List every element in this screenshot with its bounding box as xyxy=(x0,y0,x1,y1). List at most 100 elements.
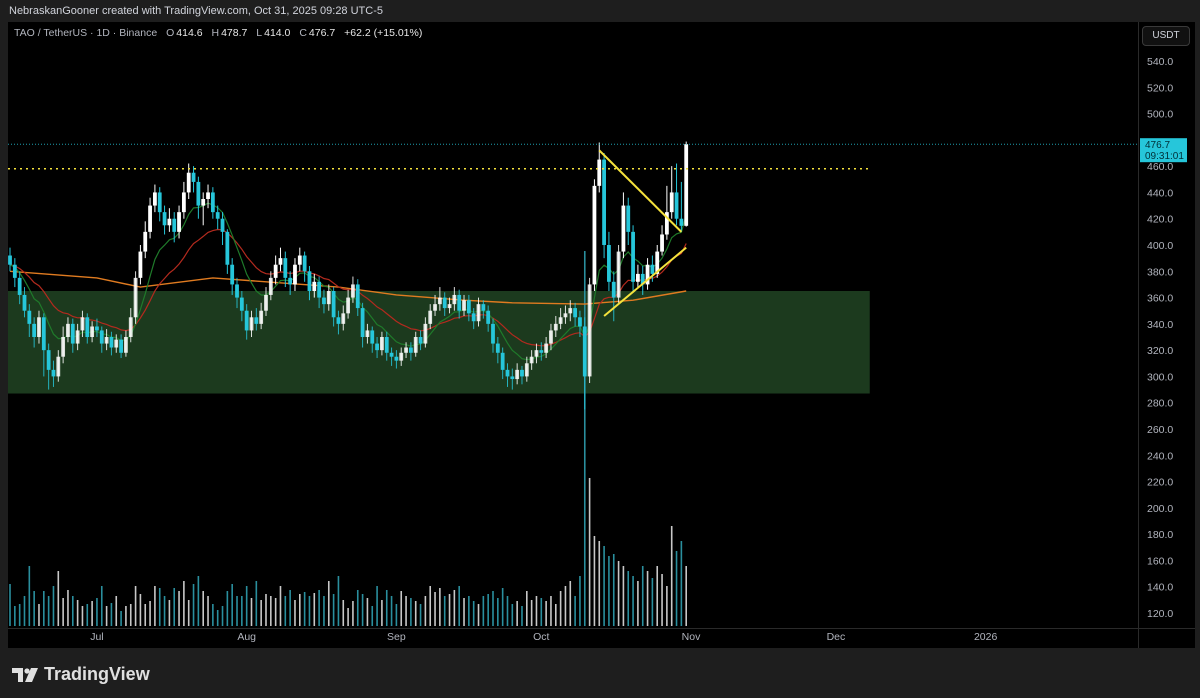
volume-bar xyxy=(612,554,615,626)
candle-body xyxy=(510,376,515,380)
candle xyxy=(452,287,457,311)
candle xyxy=(602,153,606,259)
candle-body xyxy=(143,231,148,252)
candle xyxy=(177,205,181,239)
volume-bar xyxy=(482,596,485,626)
candle-body xyxy=(220,218,225,232)
volume-bar xyxy=(139,594,142,626)
volume-bar xyxy=(43,591,45,626)
volume-bar xyxy=(23,596,26,626)
volume-bar xyxy=(158,588,161,626)
volume-bar xyxy=(477,604,480,626)
currency-button[interactable]: USDT xyxy=(1142,26,1190,46)
candle-body xyxy=(442,297,447,309)
volume-bar xyxy=(284,596,287,626)
close-value: 476.7 xyxy=(308,27,336,39)
price-tick-label: 360.0 xyxy=(1147,293,1173,305)
volume-bar xyxy=(86,604,89,626)
candle-body xyxy=(264,294,268,311)
volume-bar xyxy=(38,604,40,626)
attribution-bar: NebraskanGooner created with TradingView… xyxy=(0,0,1200,22)
candle-body xyxy=(66,323,70,338)
candle-body xyxy=(384,337,389,353)
volume-bar xyxy=(187,600,190,626)
candle-body xyxy=(684,144,689,226)
volume-bar xyxy=(675,551,678,626)
candle-body xyxy=(631,231,635,282)
price-tick-label: 500.0 xyxy=(1147,109,1173,121)
candle xyxy=(66,317,70,343)
candle-body xyxy=(558,317,563,324)
candle-body xyxy=(413,337,418,353)
volume-bar xyxy=(593,536,596,626)
volume-bar xyxy=(574,596,576,626)
candle xyxy=(341,305,346,331)
candle-body xyxy=(679,218,684,226)
candle-body xyxy=(563,313,568,318)
candle-body xyxy=(573,308,578,318)
candle xyxy=(138,245,143,285)
candle-body xyxy=(259,310,264,324)
symbol-name: TAO / TetherUS · 1D · Binance xyxy=(14,27,158,39)
candle-body xyxy=(172,218,177,232)
price-tick-label: 160.0 xyxy=(1147,555,1173,567)
candle-body xyxy=(568,308,573,314)
volume-bar xyxy=(381,600,383,626)
price-tick-label: 460.0 xyxy=(1147,161,1173,173)
candle xyxy=(495,337,500,364)
price-tick-label: 120.0 xyxy=(1147,608,1173,620)
volume-bar xyxy=(530,600,533,626)
time-tick-label: Sep xyxy=(387,631,406,643)
volume-bar xyxy=(497,598,499,626)
candle xyxy=(56,350,61,382)
last-price-value: 476.7 xyxy=(1145,140,1170,151)
candle-body xyxy=(90,326,95,338)
candle-body xyxy=(177,212,181,232)
volume-bar xyxy=(236,596,238,626)
candle-body xyxy=(225,231,230,265)
candle xyxy=(22,287,27,318)
candle-body xyxy=(41,317,46,351)
volume-bar xyxy=(120,611,122,626)
volume-bar xyxy=(356,590,359,626)
candle-body xyxy=(80,317,85,331)
candle xyxy=(486,305,491,332)
candle-body xyxy=(254,317,259,324)
candle-body xyxy=(12,264,17,278)
change-value: +62.2 (+15.01%) xyxy=(344,27,423,39)
candle-body xyxy=(119,339,123,353)
low-label: L xyxy=(256,27,263,39)
time-tick-label: 2026 xyxy=(974,631,998,643)
candle-body xyxy=(640,273,645,285)
candle xyxy=(471,308,476,330)
price-tick-label: 540.0 xyxy=(1147,56,1173,68)
volume-bar xyxy=(212,604,214,626)
volume-bar xyxy=(579,576,581,626)
candle xyxy=(515,363,520,385)
candle-body xyxy=(394,356,399,361)
candle-body xyxy=(457,294,462,311)
price-tick-label: 140.0 xyxy=(1147,582,1173,594)
candle-body xyxy=(288,277,293,285)
candle xyxy=(418,330,423,351)
candle xyxy=(153,184,157,213)
candle xyxy=(573,302,578,327)
candle xyxy=(510,368,515,390)
candle-body xyxy=(602,159,606,246)
volume-bar xyxy=(685,566,687,626)
candle xyxy=(322,289,326,314)
volume-bar xyxy=(414,601,417,626)
candle-body xyxy=(239,297,244,311)
candle-body xyxy=(196,181,201,206)
candle-body xyxy=(375,343,379,351)
volume-bar xyxy=(149,601,151,626)
volume-bar xyxy=(656,566,659,626)
candle-body xyxy=(186,172,191,193)
candle xyxy=(505,363,510,387)
candle xyxy=(524,356,529,382)
volume-bar xyxy=(260,600,262,626)
price-tick-label: 320.0 xyxy=(1147,345,1173,357)
candle-body xyxy=(592,185,597,285)
candle xyxy=(529,350,534,370)
